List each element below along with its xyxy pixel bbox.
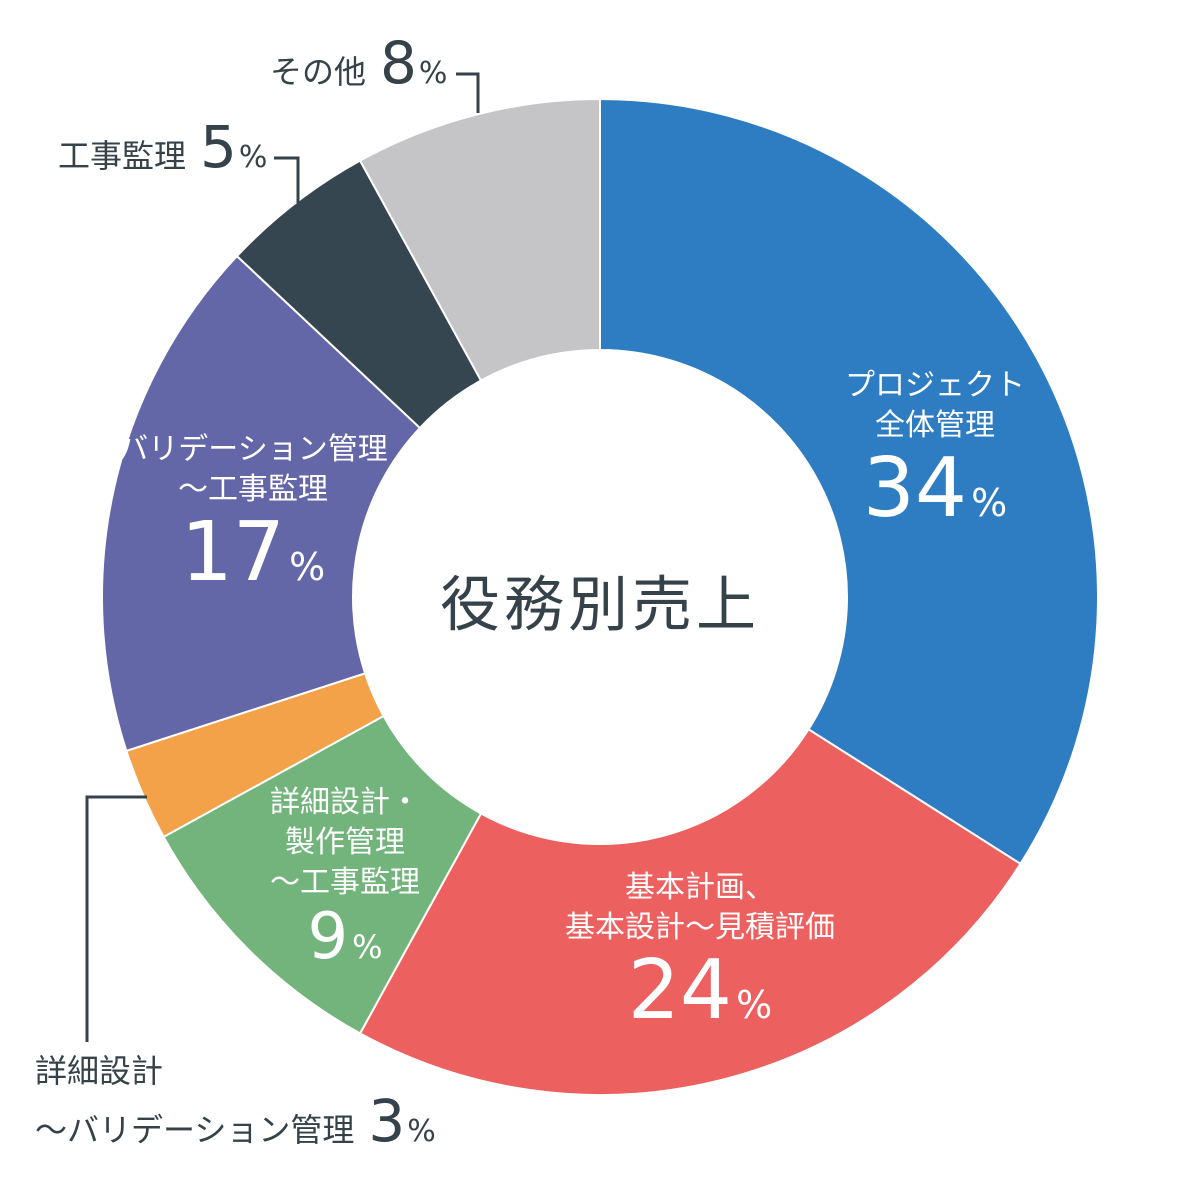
- segment-label-text: 〜工事監理: [270, 865, 420, 900]
- pie-segment-4: [101, 254, 422, 753]
- segment-value-number: 3: [368, 1087, 406, 1155]
- segment-value: 9 %: [270, 905, 420, 969]
- pie-segment-1: [358, 727, 1022, 1096]
- leader-line-sonota: [456, 72, 480, 113]
- segment-label-project-management: プロジェクト 全体管理 34 %: [845, 366, 1025, 530]
- segment-value-unit: %: [238, 140, 268, 175]
- segment-label-validation-management: バリデーション管理 〜工事監理 17 %: [118, 430, 387, 594]
- segment-label-text: 工事監理: [58, 137, 187, 175]
- pie-segment-6: [358, 97, 601, 382]
- segment-label-detail-design-validation: 詳細設計 〜バリデーション管理 3 %: [35, 1050, 436, 1151]
- segment-label-text: 全体管理: [875, 408, 995, 443]
- segment-label-kojikanri: 工事監理 5 %: [58, 118, 267, 177]
- segment-value-unit: %: [352, 928, 383, 966]
- segment-value-unit: %: [418, 56, 448, 91]
- segment-value-number: 9: [307, 900, 349, 974]
- segment-value-number: 34: [862, 441, 968, 536]
- segment-label-text: 〜工事監理: [178, 472, 328, 507]
- chart-title: 役務別売上: [440, 570, 760, 641]
- segment-value: 34 %: [845, 448, 1025, 530]
- segment-label-text: その他: [270, 53, 367, 91]
- segment-value-unit: %: [736, 983, 773, 1027]
- segment-value-number: 5: [200, 113, 237, 181]
- segment-label-basic-plan: 基本計画、 基本設計〜見積評価 24 %: [565, 868, 835, 1032]
- segment-value: 24 %: [565, 950, 835, 1032]
- segment-value-number: 24: [627, 943, 733, 1038]
- segment-label-text: 〜バリデーション管理: [35, 1111, 355, 1149]
- segment-label-text: 詳細設計・: [270, 785, 420, 820]
- segment-value: 17 %: [118, 512, 387, 594]
- segment-value-unit: %: [289, 545, 326, 589]
- segment-label-text: バリデーション管理: [118, 432, 388, 467]
- segment-value-unit: %: [971, 481, 1008, 525]
- pie-segment-2: [162, 714, 483, 1035]
- segment-label-text: 製作管理: [285, 825, 405, 860]
- pie-segment-0: [599, 97, 1099, 866]
- segment-value-number: 8: [380, 29, 417, 97]
- leader-line-kojikanri: [274, 156, 300, 203]
- segment-label-sonota: その他 8 %: [270, 34, 447, 93]
- segment-value-unit: %: [407, 1114, 436, 1149]
- segment-label-text: 基本計画、: [625, 870, 775, 905]
- segment-value-number: 17: [180, 505, 286, 600]
- segment-label-text: プロジェクト: [845, 368, 1025, 403]
- pie-segments: [101, 97, 1099, 1096]
- segment-label-text: 詳細設計: [35, 1052, 164, 1090]
- leader-line-shosaisekkei: [85, 795, 147, 1042]
- segment-label-detail-design-production: 詳細設計・ 製作管理 〜工事監理 9 %: [270, 783, 420, 969]
- segment-label-text: 基本設計〜見積評価: [565, 910, 835, 945]
